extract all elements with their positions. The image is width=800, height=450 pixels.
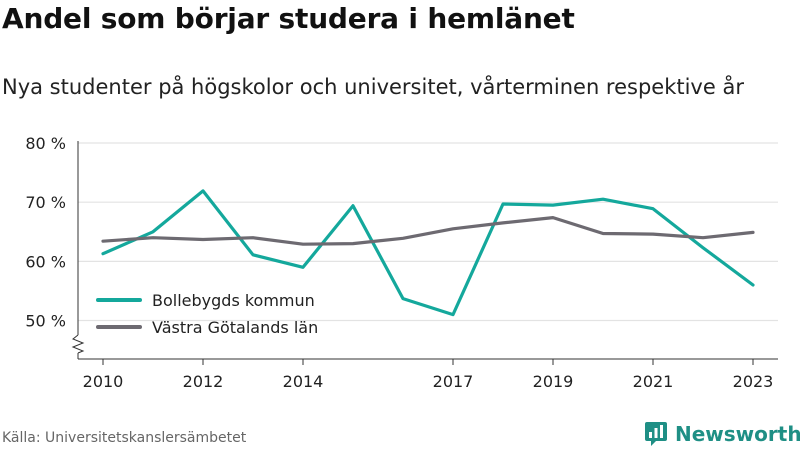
legend-label: Västra Götalands län — [152, 318, 318, 337]
legend-label: Bollebygds kommun — [152, 291, 315, 310]
x-tick-label: 2017 — [433, 372, 474, 391]
chart-title: Andel som börjar studera i hemlänet — [2, 2, 575, 35]
series-line-2 — [101, 216, 755, 246]
y-tick-label: 70 % — [25, 193, 66, 212]
x-tick-label: 2019 — [533, 372, 574, 391]
brand-name: Newsworthy — [675, 422, 800, 446]
source-note: Källa: Universitetskanslersämbetet — [2, 430, 247, 446]
brand-logo: Newsworthy — [644, 420, 800, 448]
y-tick-label: 50 % — [25, 312, 66, 331]
series-line-1 — [101, 189, 755, 317]
chart-subtitle: Nya studenter på högskolor och universit… — [2, 75, 744, 99]
line-chart: 50 % 60 % 70 % 80 % 2010 2012 2014 2017 2019 2021… — [25, 134, 778, 391]
y-tick-label: 60 % — [25, 252, 66, 271]
axes: 50 % 60 % 70 % 80 % 2010 2012 2014 2017 2019 2021… — [25, 134, 778, 391]
axis-break-icon — [71, 334, 85, 354]
x-tick-label: 2010 — [83, 372, 124, 391]
x-tick-label: 2014 — [283, 372, 324, 391]
y-tick-label: 80 % — [25, 134, 66, 153]
x-tick-label: 2021 — [633, 372, 674, 391]
x-tick-label: 2023 — [733, 372, 774, 391]
gridlines — [78, 142, 778, 322]
series-lines — [101, 189, 755, 317]
x-tick-label: 2012 — [183, 372, 224, 391]
legend: Bollebygds kommun Västra Götalands län — [96, 291, 318, 337]
newsworthy-logo-icon — [645, 422, 667, 446]
